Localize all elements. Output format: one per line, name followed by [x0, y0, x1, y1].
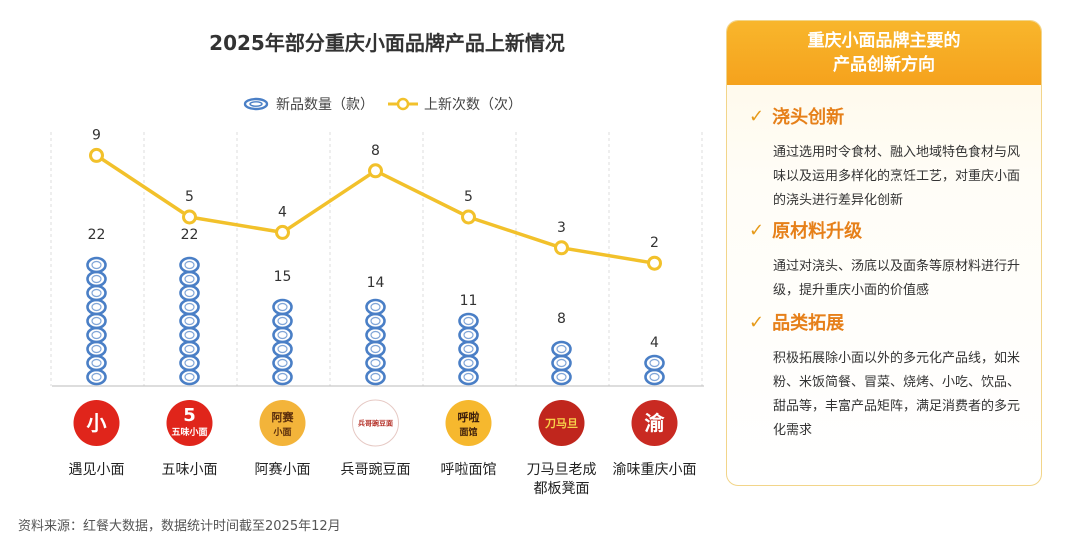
svg-text:呼啦: 呼啦: [458, 410, 480, 424]
bar-column: [365, 298, 386, 386]
category-label: 刀马旦老成: [527, 462, 597, 478]
line-value-label: 4: [278, 204, 287, 220]
chart: 2025年部分重庆小面品牌产品上新情况 新品数量（款） 上新次数（次） 22 22…: [50, 31, 704, 497]
brand-logo: 兵哥豌豆面: [352, 399, 399, 447]
bar-value-label: 8: [557, 311, 566, 327]
bar-column: [644, 354, 665, 386]
line-point: [368, 163, 383, 179]
category-label: 阿赛小面: [255, 462, 311, 478]
section-category-expansion: ✓ 品类拓展 积极拓展除小面以外的多元化产品线，如米粉、米饭简餐、冒菜、烧烤、小吃…: [749, 309, 1029, 443]
legend: 新品数量（款） 上新次数（次）: [243, 97, 522, 113]
category-label: 兵哥豌豆面: [341, 462, 411, 478]
svg-text:刀马旦: 刀马旦: [545, 417, 578, 430]
section-title: 品类拓展: [772, 313, 845, 334]
line-value-label: 9: [92, 127, 101, 143]
check-icon: ✓: [749, 311, 765, 333]
category-label: 五味小面: [162, 462, 218, 478]
bar-value-label: 11: [460, 293, 478, 309]
bar-column: [272, 298, 293, 386]
line-value-label: 5: [464, 189, 473, 205]
category-label: 渝味重庆小面: [613, 462, 697, 478]
section-title: 浇头创新: [772, 107, 845, 128]
bar-value-label: 22: [181, 227, 199, 243]
svg-text:五味小面: 五味小面: [171, 426, 207, 438]
panel-title-line2: 产品创新方向: [833, 55, 935, 75]
brand-logo: 呼啦面馆: [445, 400, 492, 446]
bar-value-label: 4: [650, 335, 659, 351]
check-icon: ✓: [749, 105, 765, 127]
line-value-label: 3: [557, 220, 566, 236]
section-body: 积极拓展除小面以外的多元化产品线，如米粉、米饭简餐、冒菜、烧烤、小吃、饮品、甜品…: [773, 351, 1021, 438]
line-value-label: 5: [185, 189, 194, 205]
bar-value-label: 14: [367, 275, 385, 291]
line-point: [275, 224, 290, 240]
brand-logo: 刀马旦: [538, 400, 585, 446]
line-value-label: 2: [650, 235, 659, 251]
svg-text:小面: 小面: [272, 426, 291, 438]
bar-column: [179, 256, 200, 386]
bar-column: [551, 340, 572, 386]
bar-column: [86, 256, 107, 386]
section-body: 通过选用时令食材、融入地域特色食材与风味以及运用多样化的烹饪工艺，对重庆小面的浇…: [773, 145, 1021, 208]
section-body: 通过对浇头、汤底以及面条等原材料进行升级，提升重庆小面的价值感: [773, 259, 1021, 298]
legend-line-label: 上新次数（次）: [424, 97, 522, 113]
source-note: 资料来源：红餐大数据，数据统计时间截至2025年12月: [18, 519, 341, 534]
svg-text:面馆: 面馆: [459, 426, 477, 438]
line-point: [182, 209, 197, 225]
line-point: [461, 209, 476, 225]
chart-title: 2025年部分重庆小面品牌产品上新情况: [209, 31, 565, 55]
check-icon: ✓: [749, 219, 765, 241]
category-label: 都板凳面: [534, 481, 590, 497]
bar-value-label: 22: [88, 227, 106, 243]
panel-header: 重庆小面品牌主要的 产品创新方向: [727, 21, 1041, 85]
panel-title-line1: 重庆小面品牌主要的: [807, 31, 961, 51]
line-point: [89, 147, 104, 163]
line-point: [647, 255, 662, 271]
line-point: [554, 240, 569, 256]
svg-text:渝: 渝: [645, 411, 666, 435]
svg-text:5: 5: [183, 405, 196, 426]
legend-line-swatch: [388, 97, 418, 111]
line-value-label: 8: [371, 143, 380, 159]
brand-logo: 渝: [631, 400, 678, 446]
section-topping-innovation: ✓ 浇头创新 通过选用时令食材、融入地域特色食材与风味以及运用多样化的烹饪工艺，对…: [749, 103, 1029, 213]
legend-bar-swatch: [243, 97, 269, 111]
innovation-panel: 重庆小面品牌主要的 产品创新方向 ✓ 浇头创新 通过选用时令食材、融入地域特色食材…: [726, 20, 1042, 486]
category-dividers: [50, 132, 703, 386]
svg-text:小: 小: [87, 411, 107, 435]
section-title: 原材料升级: [772, 221, 863, 242]
bar-column: [458, 312, 479, 386]
category-label: 遇见小面: [69, 462, 125, 478]
brand-logo: 阿赛小面: [259, 400, 306, 446]
legend-bar-label: 新品数量（款）: [276, 97, 374, 113]
brand-logo: 小: [73, 400, 120, 446]
svg-text:兵哥豌豆面: 兵哥豌豆面: [358, 419, 393, 428]
category-label: 呼啦面馆: [441, 461, 497, 478]
section-material-upgrade: ✓ 原材料升级 通过对浇头、汤底以及面条等原材料进行升级，提升重庆小面的价值感: [749, 217, 1029, 303]
bar-value-label: 15: [274, 269, 292, 285]
svg-text:阿赛: 阿赛: [272, 410, 295, 424]
